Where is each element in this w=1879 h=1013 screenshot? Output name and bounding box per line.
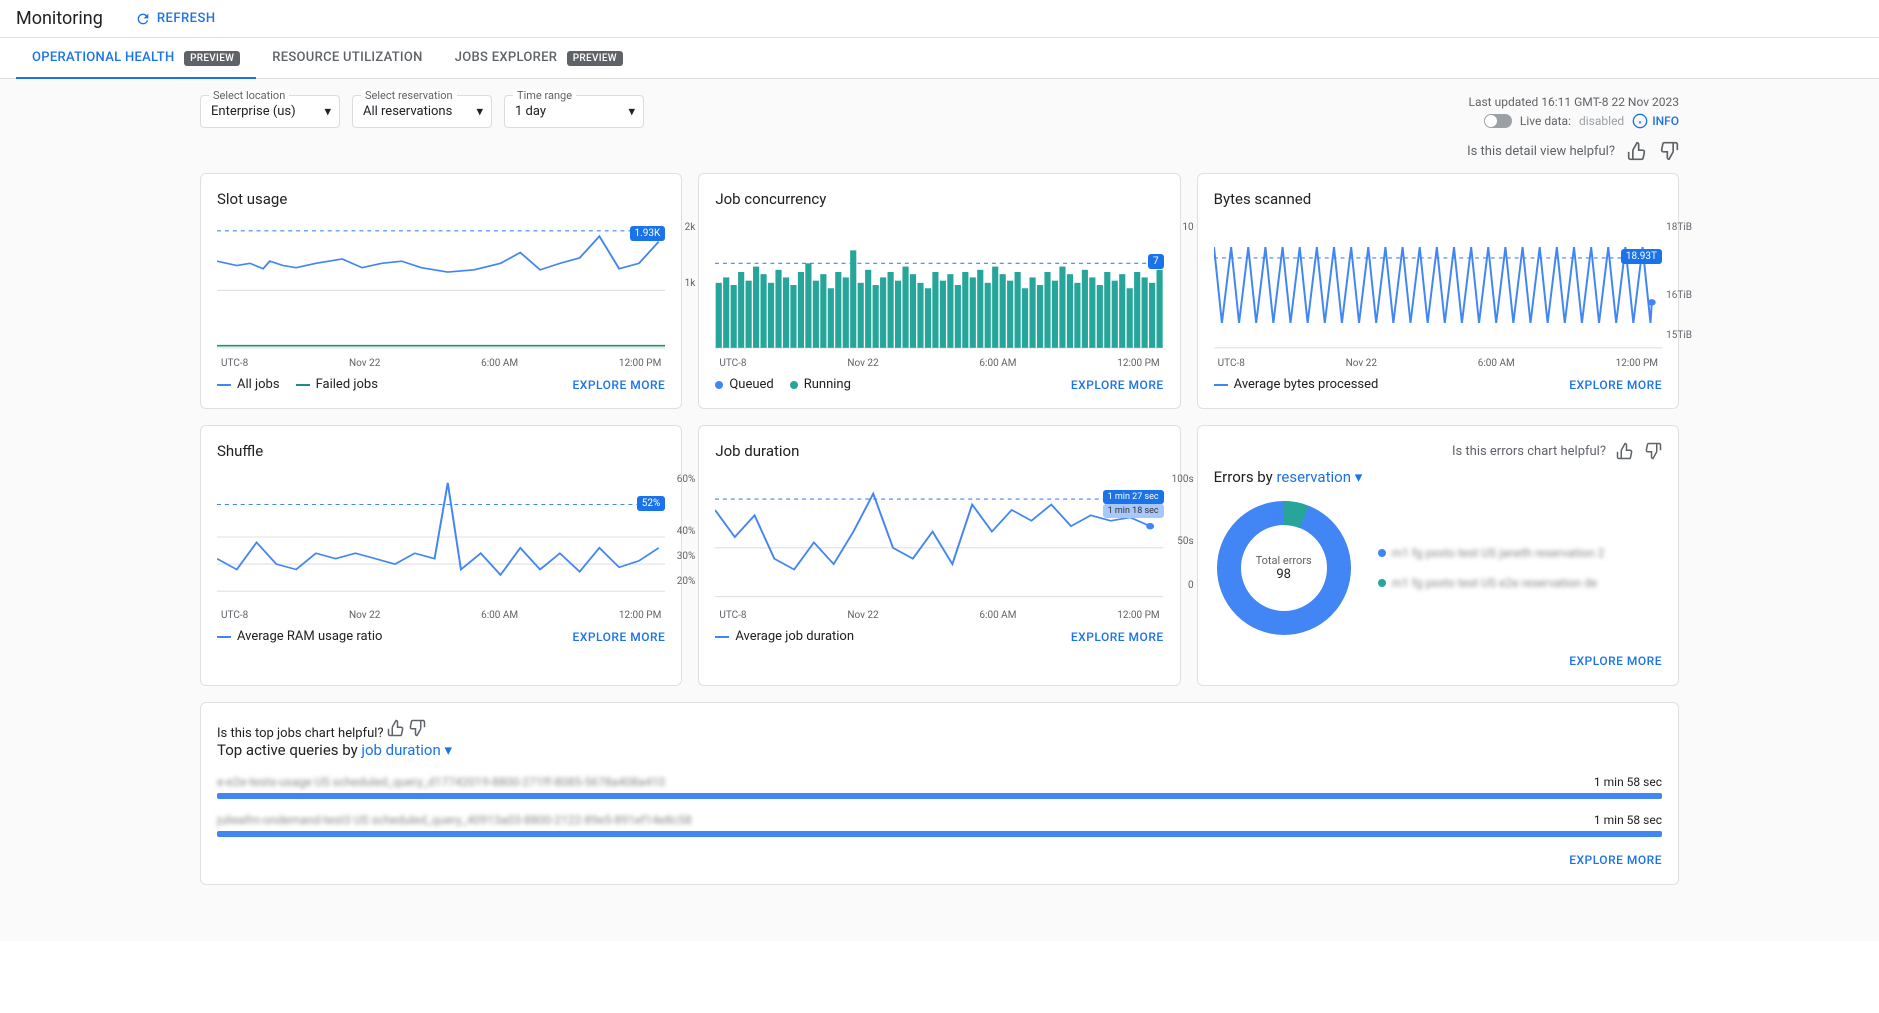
chevron-down-icon: ▾: [628, 104, 635, 119]
errors-donut: Total errors 98: [1214, 498, 1354, 638]
card-job-concurrency: Job concurrency 7 10 UTC-8 Nov 22 6:00 A…: [698, 173, 1180, 409]
tabs: OPERATIONAL HEALTH PREVIEW RESOURCE UTIL…: [0, 38, 1879, 79]
chevron-down-icon: ▾: [324, 104, 331, 119]
explore-more-link[interactable]: EXPLORE MORE: [1569, 654, 1662, 668]
chart-title: Job concurrency: [715, 190, 1163, 208]
content-area: Select location Enterprise (us) ▾ Select…: [0, 79, 1879, 941]
select-reservation[interactable]: Select reservation All reservations ▾: [352, 95, 492, 128]
x-axis: UTC-8 Nov 22 6:00 AM 12:00 PM: [1214, 358, 1662, 369]
legend-queued: Queued: [715, 377, 773, 392]
explore-more-link[interactable]: EXPLORE MORE: [1569, 853, 1662, 867]
query-row[interactable]: julieafm-ondemand-test3 US scheduled_que…: [217, 813, 1662, 837]
explore-more-link[interactable]: EXPLORE MORE: [1071, 378, 1164, 392]
shuffle-badge: 52%: [637, 496, 666, 511]
legend-running: Running: [790, 377, 851, 392]
tab-operational-health[interactable]: OPERATIONAL HEALTH PREVIEW: [16, 38, 256, 78]
explore-more-link[interactable]: EXPLORE MORE: [1071, 630, 1164, 644]
tab-resource-utilization[interactable]: RESOURCE UTILIZATION: [256, 38, 438, 78]
x-axis: UTC-8 Nov 22 6:00 AM 12:00 PM: [715, 610, 1163, 621]
bytes-badge: 18.93T: [1621, 249, 1662, 264]
x-axis: UTC-8 Nov 22 6:00 AM 12:00 PM: [217, 610, 665, 621]
slot-badge: 1.93K: [630, 226, 666, 241]
refresh-button[interactable]: REFRESH: [135, 11, 216, 27]
job-duration-chart: [715, 472, 1163, 602]
thumbs-up-icon[interactable]: [387, 719, 405, 737]
duration-badge: 1 min 27 sec: [1103, 490, 1164, 504]
x-axis: UTC-8 Nov 22 6:00 AM 12:00 PM: [217, 358, 665, 369]
status-info: Last updated 16:11 GMT-8 22 Nov 2023 Liv…: [1469, 95, 1680, 129]
preview-badge: PREVIEW: [567, 51, 623, 66]
top-queries-dropdown[interactable]: job duration ▾: [361, 741, 452, 759]
errors-title: Errors by reservation ▾: [1214, 468, 1662, 486]
refresh-label: REFRESH: [157, 11, 216, 26]
refresh-icon: [135, 11, 151, 27]
tab-jobs-explorer[interactable]: JOBS EXPLORER PREVIEW: [439, 38, 639, 78]
x-axis: UTC-8 Nov 22 6:00 AM 12:00 PM: [715, 358, 1163, 369]
legend-failed-jobs: Failed jobs: [296, 377, 378, 392]
errors-by-dropdown[interactable]: reservation ▾: [1276, 468, 1362, 486]
thumbs-down-icon[interactable]: [1659, 141, 1679, 161]
preview-badge: PREVIEW: [184, 51, 240, 66]
page-header: Monitoring REFRESH: [0, 0, 1879, 38]
card-shuffle: Shuffle 52% 60% 40% 30% 20% UTC-8 Nov 22…: [200, 425, 682, 686]
card-bytes-scanned: Bytes scanned 18.93T 18TiB 16TiB 15TiB U…: [1197, 173, 1679, 409]
info-icon: [1632, 113, 1648, 129]
slot-usage-chart: [217, 220, 665, 350]
errors-legend: m1 fg pxxto test US janeth reservation 2…: [1378, 546, 1605, 590]
legend-avg-bytes: Average bytes processed: [1214, 377, 1379, 392]
select-timerange[interactable]: Time range 1 day ▾: [504, 95, 644, 128]
chart-title: Slot usage: [217, 190, 665, 208]
helpful-topjobs: Is this top jobs chart helpful?: [217, 719, 1662, 741]
select-location[interactable]: Select location Enterprise (us) ▾: [200, 95, 340, 128]
card-job-duration: Job duration 1 min 27 sec 1 min 18 sec 1…: [698, 425, 1180, 686]
info-button[interactable]: INFO: [1632, 113, 1679, 129]
bytes-scanned-chart: [1214, 220, 1662, 350]
chevron-down-icon: ▾: [476, 104, 483, 119]
page-title: Monitoring: [16, 8, 103, 29]
top-queries-title: Top active queries by job duration ▾: [217, 741, 1662, 759]
helpful-errors: Is this errors chart helpful?: [1214, 442, 1662, 460]
last-updated: Last updated 16:11 GMT-8 22 Nov 2023: [1469, 95, 1680, 109]
explore-more-link[interactable]: EXPLORE MORE: [573, 378, 666, 392]
thumbs-up-icon[interactable]: [1627, 141, 1647, 161]
thumbs-down-icon[interactable]: [1644, 442, 1662, 460]
filters: Select location Enterprise (us) ▾ Select…: [200, 95, 644, 128]
live-data-toggle[interactable]: [1484, 114, 1512, 128]
helpful-detail: Is this detail view helpful?: [200, 141, 1679, 161]
explore-more-link[interactable]: EXPLORE MORE: [1569, 378, 1662, 392]
card-top-queries: Is this top jobs chart helpful? Top acti…: [200, 702, 1679, 885]
card-slot-usage: Slot usage 1.93K 2k 1k UTC-8 Nov 22 6:00…: [200, 173, 682, 409]
thumbs-down-icon[interactable]: [408, 719, 426, 737]
shuffle-chart: [217, 472, 665, 602]
card-errors: Is this errors chart helpful? Errors by …: [1197, 425, 1679, 686]
thumbs-up-icon[interactable]: [1616, 442, 1634, 460]
chart-title: Job duration: [715, 442, 1163, 460]
legend-ram-ratio: Average RAM usage ratio: [217, 629, 382, 644]
legend-all-jobs: All jobs: [217, 377, 280, 392]
duration-badge-2: 1 min 18 sec: [1103, 504, 1164, 518]
legend-avg-duration: Average job duration: [715, 629, 854, 644]
concurrency-badge: 7: [1148, 254, 1164, 269]
job-concurrency-chart: [715, 220, 1163, 350]
chart-title: Shuffle: [217, 442, 665, 460]
explore-more-link[interactable]: EXPLORE MORE: [573, 630, 666, 644]
query-row[interactable]: e-e2e-tests-usage US scheduled_query_d17…: [217, 775, 1662, 799]
chart-title: Bytes scanned: [1214, 190, 1662, 208]
